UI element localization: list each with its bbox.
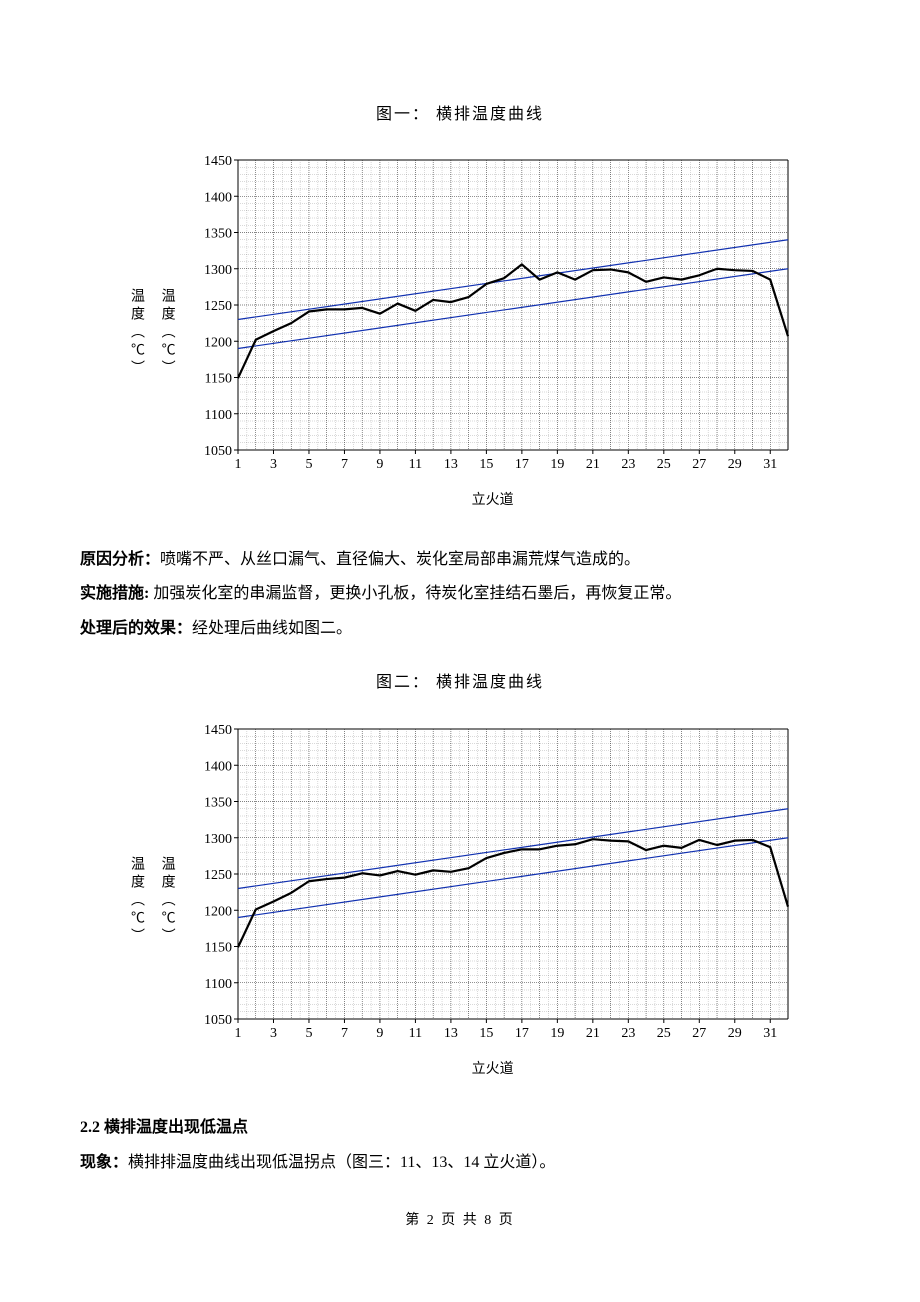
- svg-text:15: 15: [479, 1026, 493, 1041]
- svg-text:1: 1: [234, 457, 241, 472]
- para-analysis-body: 喷嘴不严、从丝口漏气、直径偏大、炭化室局部串漏荒煤气造成的。: [160, 551, 640, 568]
- svg-text:1450: 1450: [204, 723, 232, 738]
- svg-text:21: 21: [585, 1026, 599, 1041]
- svg-text:1100: 1100: [204, 976, 231, 991]
- svg-text:23: 23: [621, 457, 635, 472]
- chart2-svg: 1050110011501200125013001350140014501357…: [188, 719, 798, 1049]
- chart2-xlabel: 立火道: [188, 1057, 798, 1084]
- section-2-2-heading: 2.2 横排温度出现低温点: [80, 1113, 840, 1143]
- svg-text:15: 15: [479, 457, 493, 472]
- svg-text:17: 17: [514, 1026, 528, 1041]
- svg-text:1150: 1150: [204, 940, 231, 955]
- chart1-title: 图一： 横排温度曲线: [80, 100, 840, 130]
- chart1-xlabel: 立火道: [188, 488, 798, 515]
- svg-text:13: 13: [443, 457, 457, 472]
- chart1-plot-wrap: 1050110011501200125013001350140014501357…: [188, 150, 798, 515]
- svg-text:31: 31: [763, 457, 777, 472]
- svg-text:19: 19: [550, 457, 564, 472]
- svg-text:29: 29: [727, 1026, 741, 1041]
- svg-text:23: 23: [621, 1026, 635, 1041]
- para-phenomenon: 现象：横排排温度曲线出现低温拐点（图三：11、13、14 立火道）。: [80, 1148, 840, 1178]
- para-measure-label: 实施措施:: [80, 585, 149, 602]
- para-analysis: 原因分析：喷嘴不严、从丝口漏气、直径偏大、炭化室局部串漏荒煤气造成的。: [80, 545, 840, 575]
- svg-text:1400: 1400: [204, 759, 232, 774]
- svg-text:11: 11: [408, 1026, 421, 1041]
- svg-text:21: 21: [585, 457, 599, 472]
- svg-text:31: 31: [763, 1026, 777, 1041]
- chart2-block: 温度（℃） 温度（℃） 1050 1100 1150 1200 1250 1300 1350…: [80, 719, 840, 1084]
- para-effect: 处理后的效果：经处理后曲线如图二。: [80, 614, 840, 644]
- svg-text:1350: 1350: [204, 227, 232, 242]
- para-measure-body: 加强炭化室的串漏监督，更换小孔板，待炭化室挂结石墨后，再恢复正常。: [149, 585, 681, 602]
- svg-text:7: 7: [341, 1026, 348, 1041]
- svg-text:1400: 1400: [204, 191, 232, 206]
- svg-text:7: 7: [341, 457, 348, 472]
- svg-text:1450: 1450: [204, 154, 232, 169]
- svg-text:1300: 1300: [204, 831, 232, 846]
- svg-text:25: 25: [656, 457, 670, 472]
- svg-text:1050: 1050: [204, 1013, 232, 1028]
- svg-text:1350: 1350: [204, 795, 232, 810]
- svg-text:1100: 1100: [204, 408, 231, 423]
- svg-text:5: 5: [305, 1026, 312, 1041]
- page-footer: 第 2 页 共 8 页: [80, 1208, 840, 1235]
- para-phenomenon-body: 横排排温度曲线出现低温拐点（图三：11、13、14 立火道）。: [128, 1154, 555, 1171]
- svg-text:1300: 1300: [204, 263, 232, 278]
- para-phenomenon-label: 现象：: [80, 1154, 128, 1171]
- svg-text:1200: 1200: [204, 904, 232, 919]
- svg-text:29: 29: [727, 457, 741, 472]
- chart1-svg: 1050110011501200125013001350140014501357…: [188, 150, 798, 480]
- chart2-plot-wrap: 1050110011501200125013001350140014501357…: [188, 719, 798, 1084]
- svg-text:5: 5: [305, 457, 312, 472]
- svg-text:11: 11: [408, 457, 421, 472]
- chart1-ylabel-outer: 温度（℃）: [122, 288, 149, 378]
- svg-text:25: 25: [656, 1026, 670, 1041]
- para-effect-body: 经处理后曲线如图二。: [192, 620, 352, 637]
- svg-text:17: 17: [514, 457, 528, 472]
- para-measure: 实施措施: 加强炭化室的串漏监督，更换小孔板，待炭化室挂结石墨后，再恢复正常。: [80, 579, 840, 609]
- svg-text:1050: 1050: [204, 444, 232, 459]
- svg-text:27: 27: [692, 457, 706, 472]
- svg-text:9: 9: [376, 457, 383, 472]
- svg-text:27: 27: [692, 1026, 706, 1041]
- svg-text:1150: 1150: [204, 372, 231, 387]
- svg-text:9: 9: [376, 1026, 383, 1041]
- para-effect-label: 处理后的效果：: [80, 620, 192, 637]
- chart2-ylabel-inner: 温度（℃）: [153, 856, 180, 946]
- svg-text:1250: 1250: [204, 299, 232, 314]
- svg-text:3: 3: [270, 457, 277, 472]
- svg-text:1200: 1200: [204, 336, 232, 351]
- svg-text:13: 13: [443, 1026, 457, 1041]
- para-analysis-label: 原因分析：: [80, 551, 160, 568]
- chart2-ylabel-outer: 温度（℃）: [122, 856, 149, 946]
- svg-text:19: 19: [550, 1026, 564, 1041]
- chart2-title: 图二： 横排温度曲线: [80, 668, 840, 698]
- chart1-block: 温度（℃） 温度（℃） 1050 1100 1150 1200 1250 1300 1350…: [80, 150, 840, 515]
- svg-text:1250: 1250: [204, 868, 232, 883]
- chart1-ylabel-inner: 温度（℃）: [153, 288, 180, 378]
- svg-text:1: 1: [234, 1026, 241, 1041]
- svg-text:3: 3: [270, 1026, 277, 1041]
